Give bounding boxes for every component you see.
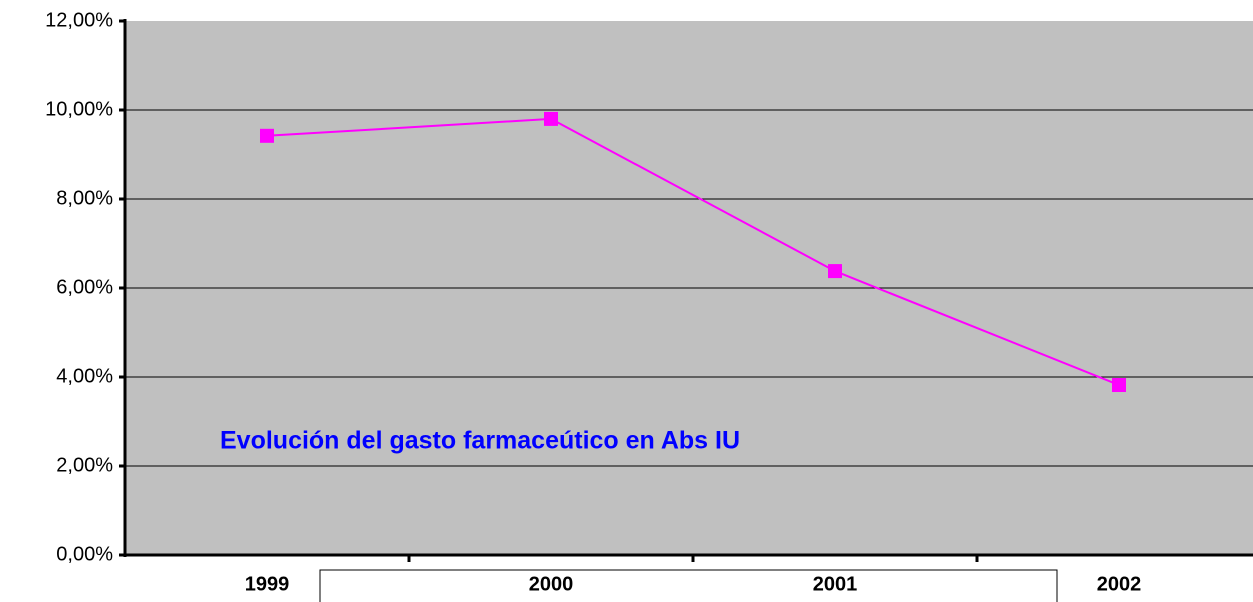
- y-tick-label: 0,00%: [56, 543, 113, 565]
- y-tick-label: 12,00%: [45, 9, 113, 31]
- marker: [544, 111, 558, 126]
- x-tick-label: 2001: [813, 573, 858, 595]
- marker: [260, 128, 274, 143]
- x-tick-label: 1999: [245, 573, 290, 595]
- series-line: [266, 117, 1120, 386]
- y-tick-label: 10,00%: [45, 98, 113, 120]
- marker: [828, 264, 842, 279]
- x-tick-label: 2000: [529, 573, 574, 595]
- y-tick-label: 6,00%: [56, 276, 113, 298]
- y-tick-label: 8,00%: [56, 187, 113, 209]
- y-tick-label: 2,00%: [56, 454, 113, 476]
- y-tick-label: 4,00%: [56, 365, 113, 387]
- x-tick-label: 2002: [1097, 573, 1142, 595]
- marker: [1112, 378, 1126, 393]
- legend-box: [319, 569, 1058, 602]
- chart-title: Evolución del gasto farmaceútico en Abs …: [220, 427, 740, 455]
